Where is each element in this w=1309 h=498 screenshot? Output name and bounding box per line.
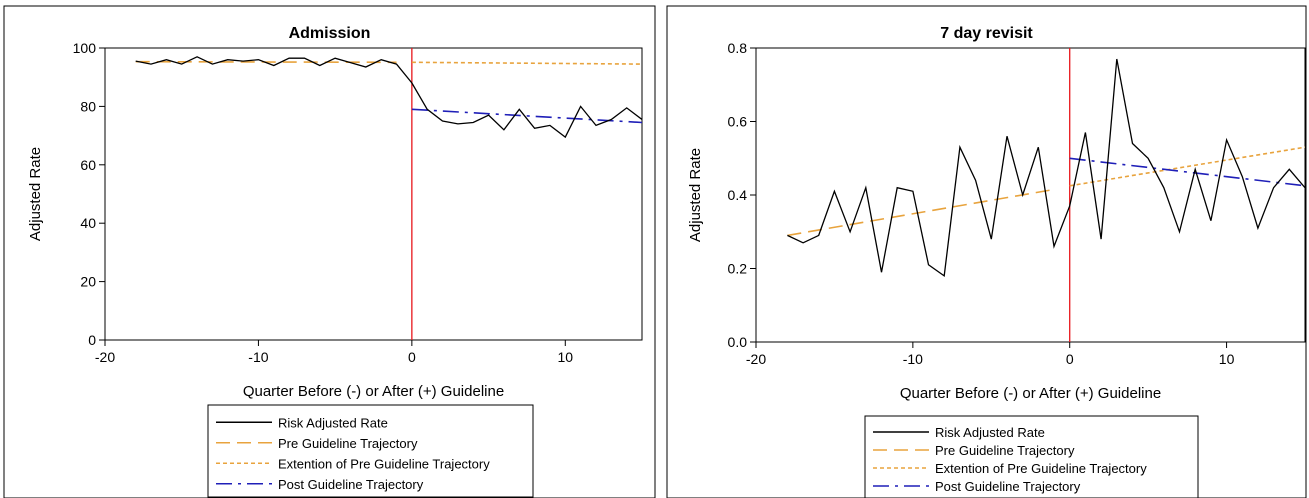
y-tick-label: 60	[80, 157, 96, 173]
legend-box	[207, 404, 534, 498]
y-tick-label: 80	[80, 98, 96, 114]
x-axis-label: Quarter Before (-) or After (+) Guidelin…	[243, 383, 504, 400]
chart-panel-1: Admission 0 20 40 60 80 100 -20 -10 0 10 Quarter Be…	[3, 5, 656, 498]
y-tick-label: 0.8	[728, 40, 748, 56]
y-axis-label: Adjusted Rate	[27, 147, 44, 241]
legend: Risk Adjusted Rate Pre Guideline Trajecto…	[864, 415, 1199, 498]
x-tick-label: -10	[248, 349, 268, 365]
legend-label: Risk Adjusted Rate	[935, 425, 1045, 440]
legend-box	[864, 415, 1199, 498]
x-tick-label: 0	[408, 349, 416, 365]
legend-label: Pre Guideline Trajectory	[278, 436, 418, 451]
chart-panel-2: 7 day revisit 0.0 0.2 0.4 0.6 0.8 -20 -10 0 10 Qua…	[666, 5, 1307, 498]
legend-label: Pre Guideline Trajectory	[935, 443, 1075, 458]
series-pre-guideline-trajectory	[787, 188, 1055, 237]
x-axis-label: Quarter Before (-) or After (+) Guidelin…	[900, 385, 1161, 402]
series-risk-adjusted-rate	[135, 56, 642, 139]
y-tick-label: 0.2	[728, 261, 748, 277]
y-tick-label: 0.0	[728, 334, 748, 350]
series-extention-of-pre-guideline-trajectory	[411, 61, 642, 65]
series-post-guideline-trajectory	[1069, 157, 1305, 187]
x-tick-label: 10	[557, 349, 573, 365]
y-tick-label: 40	[80, 215, 96, 231]
legend-label: Post Guideline Trajectory	[278, 477, 424, 492]
x-tick-label: -10	[903, 351, 923, 367]
legend-label: Risk Adjusted Rate	[278, 415, 388, 430]
legend-label: Extention of Pre Guideline Trajectory	[935, 461, 1147, 476]
y-tick-label: 20	[80, 274, 96, 290]
series-post-guideline-trajectory	[411, 108, 642, 124]
y-axis-label: Adjusted Rate	[687, 148, 704, 242]
legend-label: Extention of Pre Guideline Trajectory	[278, 456, 490, 471]
series-extention-of-pre-guideline-trajectory	[1069, 146, 1305, 187]
chart-title: Admission	[289, 25, 371, 42]
legend-label: Post Guideline Trajectory	[935, 479, 1081, 494]
x-tick-label: 10	[1219, 351, 1235, 367]
x-tick-label: 0	[1066, 351, 1074, 367]
y-tick-label: 0.4	[728, 187, 748, 203]
legend: Risk Adjusted Rate Pre Guideline Trajecto…	[207, 404, 534, 498]
x-tick-label: -20	[746, 351, 766, 367]
y-tick-label: 0	[88, 332, 96, 348]
y-tick-label: 100	[73, 40, 97, 56]
x-tick-label: -20	[95, 349, 115, 365]
y-tick-label: 0.6	[728, 114, 748, 130]
series-risk-adjusted-rate	[787, 58, 1305, 278]
plot-area	[104, 47, 643, 341]
chart-title: 7 day revisit	[940, 25, 1033, 42]
